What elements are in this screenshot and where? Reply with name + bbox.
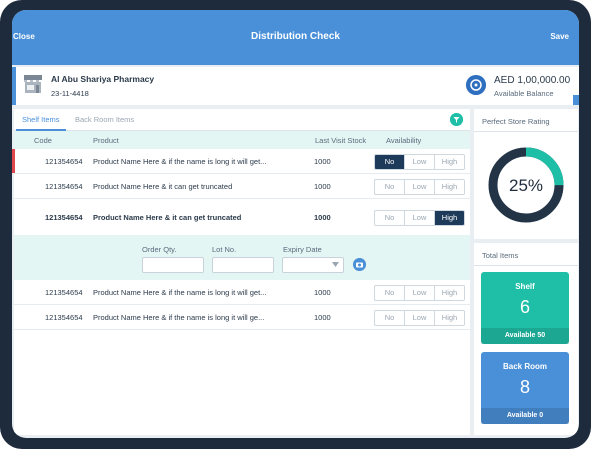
camera-icon[interactable] [353,258,366,271]
shelf-count: 6 [519,297,530,317]
availability-low[interactable]: Low [405,311,435,325]
active-tab-indicator [16,129,66,131]
store-info-bar: Al Abu Shariya Pharmacy 23-11-4418 AED 1… [12,67,579,105]
availability-high[interactable]: High [441,157,458,166]
row-product: Product Name Here & if the name is long … [93,157,267,166]
row-code: 121354654 [45,157,83,166]
items-panel: Shelf Items Back Room Items Code Product… [12,109,470,435]
app-screen: Close Distribution Check Save Al Abu Sha… [12,10,579,438]
availability-high[interactable]: High [435,211,464,225]
back-room-available: Available 0 [481,408,569,424]
table-row[interactable]: 121354654 Product Name Here & if the nam… [14,280,470,305]
page-title: Distribution Check [251,31,340,42]
rating-value: 25% [509,176,543,195]
back-room-card[interactable]: Back Room 8 Available 0 [481,352,569,424]
availability-no[interactable]: No [375,180,405,194]
expiry-date-label: Expiry Date [283,245,322,254]
store-name: Al Abu Shariya Pharmacy [51,74,155,84]
row-code: 121354654 [45,182,83,191]
filter-icon[interactable] [450,113,463,126]
back-room-label: Back Room [502,362,547,371]
chevron-down-icon [332,262,339,267]
tab-back-room-items[interactable]: Back Room Items [75,115,135,124]
order-details-panel: Order Qty. Lot No. Expiry Date [14,235,470,280]
total-items-divider [474,265,578,266]
availability-selector: No Low High [374,310,465,326]
column-code: Code [34,136,52,145]
availability-high[interactable]: High [441,182,458,191]
availability-selector: No Low High [374,154,465,170]
row-code: 121354654 [45,288,83,297]
table-row-expanded[interactable]: 121354654 Product Name Here & it can get… [14,199,470,235]
availability-low[interactable]: Low [405,211,435,225]
balance-amount: AED 1,00,000.00 [494,75,571,86]
column-last-visit-stock: Last Visit Stock [315,136,367,145]
availability-no[interactable]: No [375,286,405,300]
row-code: 121354654 [45,313,83,322]
row-stock: 1000 [314,157,331,166]
order-qty-label: Order Qty. [142,245,177,254]
availability-no[interactable]: No [375,211,405,225]
save-button[interactable]: Save [550,32,569,41]
row-stock: 1000 [314,182,331,191]
top-bar: Close Distribution Check Save [12,10,579,65]
availability-selector: No Low High [374,179,465,195]
row-product: Product Name Here & it can get truncated [93,213,242,222]
store-icon [24,75,42,93]
row-product: Product Name Here & if the name is long … [93,288,267,297]
shelf-label: Shelf [515,282,535,291]
row-stock: 1000 [314,213,331,222]
rating-divider [474,131,578,132]
availability-high[interactable]: High [441,313,458,322]
shelf-available: Available 50 [481,328,569,344]
total-items-title: Total Items [482,251,519,260]
availability-no[interactable]: No [375,311,405,325]
availability-selector: No Low High [374,210,465,226]
rating-donut: 25% [488,147,564,223]
expiry-date-select[interactable] [282,257,344,273]
row-product: Product Name Here & if the name is long … [93,313,265,322]
back-room-count: 8 [519,377,530,397]
rating-title: Perfect Store Rating [482,117,550,126]
table-row[interactable]: 121354654 Product Name Here & if the nam… [12,149,470,174]
donut-progress [488,147,564,223]
lot-no-input[interactable] [212,257,274,273]
store-bar-accent [12,67,16,105]
row-product: Product Name Here & it can get truncated [93,182,233,191]
row-code: 121354654 [45,213,83,222]
availability-high[interactable]: High [441,288,458,297]
row-stock: 1000 [314,288,331,297]
tab-shelf-items[interactable]: Shelf Items [22,115,60,124]
close-button[interactable]: Close [13,32,35,41]
total-items-panel: Total Items Shelf 6 Available 50 Back Ro… [474,243,578,435]
wallet-icon [466,75,486,95]
column-availability: Availability [386,136,422,145]
order-qty-input[interactable] [142,257,204,273]
store-id: 23-11-4418 [51,89,89,98]
lot-no-label: Lot No. [212,245,237,254]
availability-low[interactable]: Low [405,286,435,300]
availability-low[interactable]: Low [405,180,435,194]
table-row[interactable]: 121354654 Product Name Here & it can get… [14,174,470,199]
tab-divider [14,130,470,131]
column-product: Product [93,136,119,145]
row-stock: 1000 [314,313,331,322]
availability-low[interactable]: Low [405,155,435,169]
balance-label: Available Balance [494,89,554,98]
table-row[interactable]: 121354654 Product Name Here & if the nam… [14,305,470,330]
availability-no[interactable]: No [375,155,405,169]
table-header: Code Product Last Visit Stock Availabili… [14,131,470,149]
store-bar-accent-right [573,95,579,105]
availability-selector: No Low High [374,285,465,301]
shelf-card[interactable]: Shelf 6 Available 50 [481,272,569,344]
rating-panel: Perfect Store Rating 25% [474,109,578,239]
